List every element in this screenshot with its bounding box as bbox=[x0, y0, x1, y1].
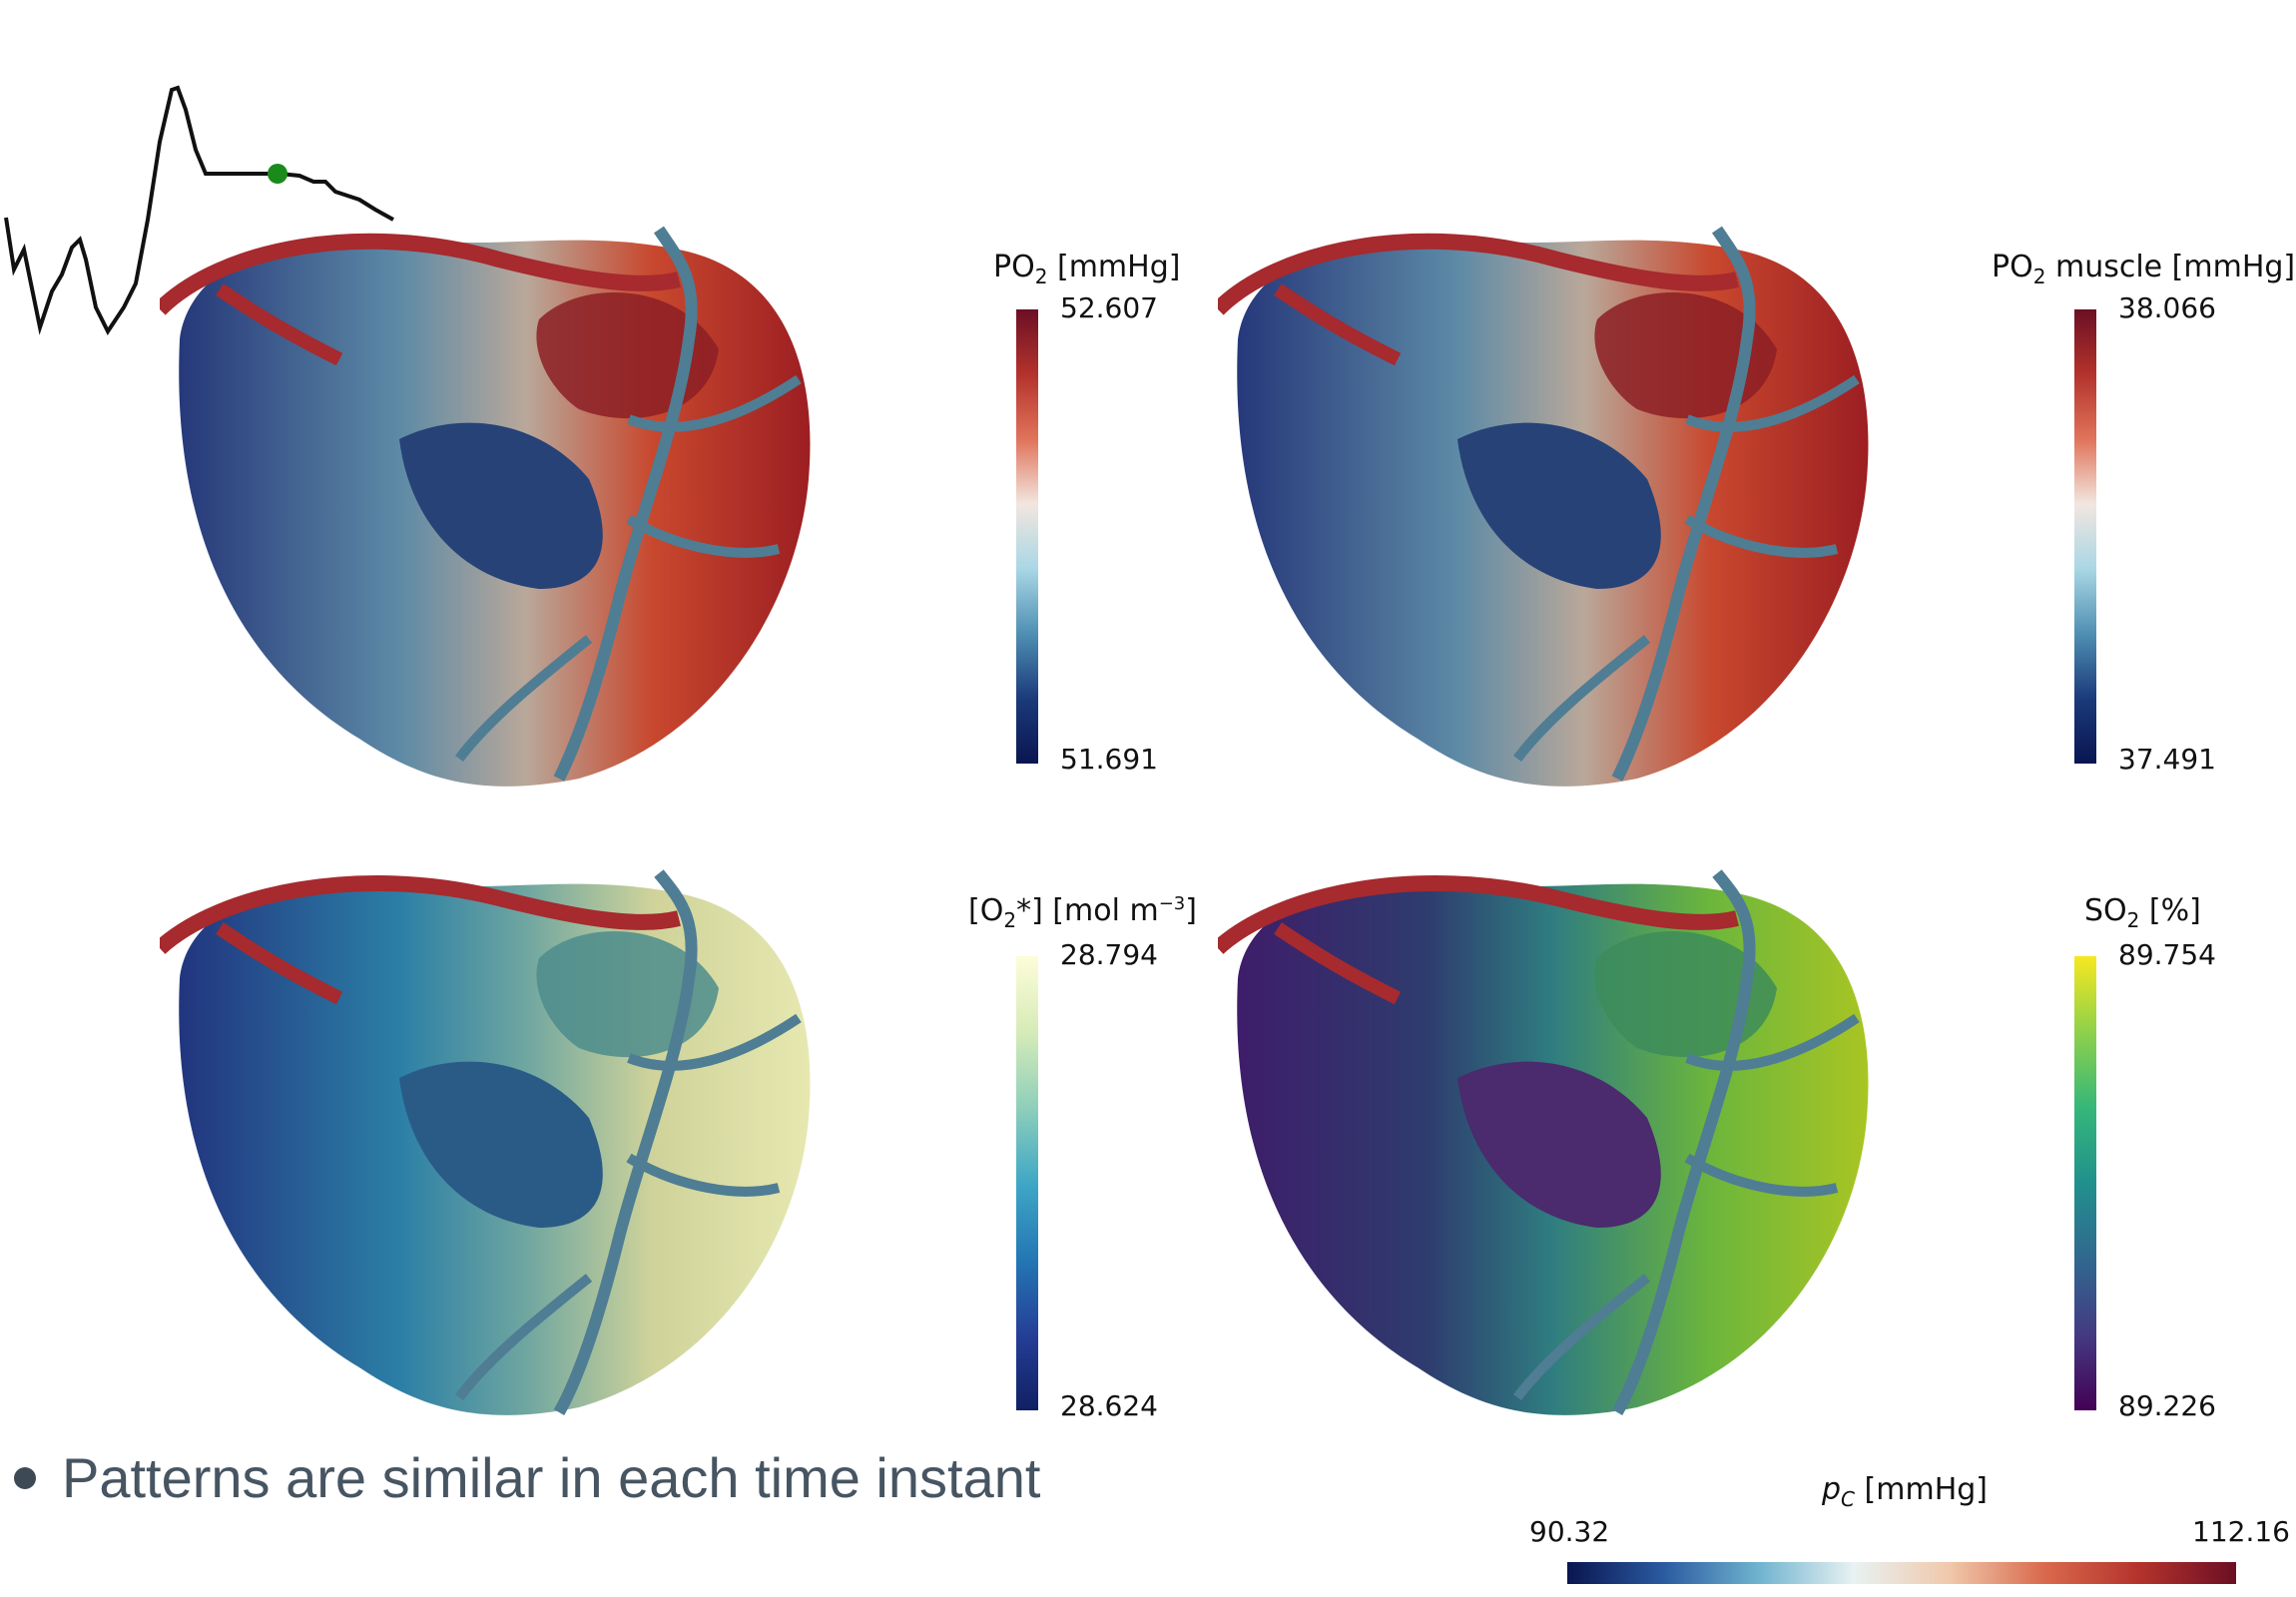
bullet-point: Patterns are similar in each time instan… bbox=[14, 1445, 1040, 1510]
colorbar-title: PO2 [mmHg] bbox=[993, 250, 1181, 288]
colorbar bbox=[2074, 956, 2096, 1410]
heart-render bbox=[1212, 226, 1869, 787]
colorbar-max: 28.794 bbox=[1060, 938, 1158, 971]
colorbar bbox=[1016, 309, 1038, 764]
panel-o2-concentration bbox=[154, 868, 928, 1427]
colorbar-min: 37.491 bbox=[2118, 743, 2216, 776]
heart-render bbox=[154, 869, 811, 1415]
colorbar-title: [O2*] [mol m−3] bbox=[968, 893, 1197, 932]
heart-render bbox=[1212, 869, 1869, 1415]
panel-po2 bbox=[154, 220, 928, 808]
bullet-text: Patterns are similar in each time instan… bbox=[62, 1446, 1041, 1509]
colorbar-title: PO2 muscle [mmHg] bbox=[1992, 250, 2296, 288]
bullet-icon bbox=[14, 1466, 36, 1489]
pressure-colorbar bbox=[1567, 1562, 2236, 1584]
colorbar-min: 89.226 bbox=[2118, 1389, 2216, 1422]
current-time-marker bbox=[268, 164, 287, 184]
colorbar-max: 38.066 bbox=[2118, 291, 2216, 324]
pressure-min: 90.32 bbox=[1529, 1515, 1610, 1548]
pressure-waveform bbox=[4, 85, 394, 335]
pressure-max: 112.16 bbox=[2192, 1515, 2290, 1548]
heart-render bbox=[154, 226, 811, 787]
panel-so2 bbox=[1212, 868, 1987, 1427]
colorbar-max: 52.607 bbox=[1060, 291, 1158, 324]
colorbar-min: 28.624 bbox=[1060, 1389, 1158, 1422]
colorbar bbox=[2074, 309, 2096, 764]
colorbar bbox=[1016, 956, 1038, 1410]
pressure-label: pC [mmHg] bbox=[1822, 1472, 1989, 1511]
colorbar-title: SO2 [%] bbox=[2084, 893, 2201, 932]
panel-po2-muscle bbox=[1212, 220, 1987, 808]
colorbar-min: 51.691 bbox=[1060, 743, 1158, 776]
colorbar-max: 89.754 bbox=[2118, 938, 2216, 971]
